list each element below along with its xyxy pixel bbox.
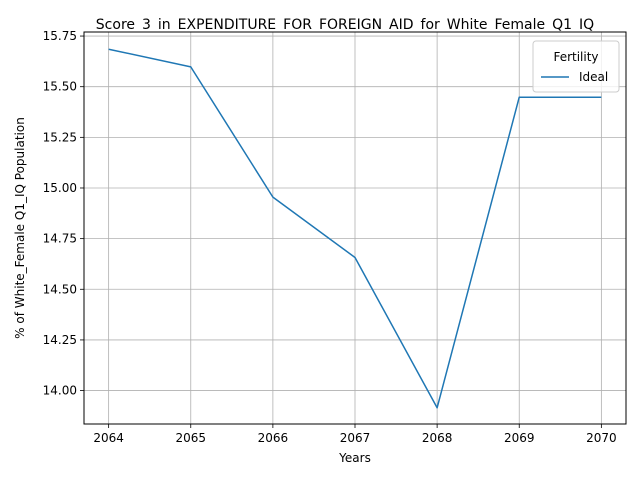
y-tick-label: 14.50 — [43, 282, 77, 296]
y-tick-label: 14.00 — [43, 384, 77, 398]
grid — [84, 32, 626, 424]
x-tick-label: 2070 — [586, 431, 617, 445]
y-tick-label: 14.75 — [43, 232, 77, 246]
x-tick-label: 2064 — [93, 431, 124, 445]
legend-box — [532, 40, 620, 93]
series-line-ideal — [108, 48, 602, 409]
legend-label-ideal: Ideal — [579, 70, 608, 84]
y-axis-label: % of White_Female Q1_IQ Population — [13, 117, 27, 339]
y-tick-label: 15.25 — [43, 130, 77, 144]
y-tick-label: 14.25 — [43, 333, 77, 347]
x-tick-label: 2069 — [504, 431, 535, 445]
legend: Fertility Ideal — [532, 40, 620, 93]
legend-title: Fertility — [553, 50, 598, 64]
series-layer — [108, 48, 602, 409]
y-tick-label: 15.50 — [43, 80, 77, 94]
x-tick-label: 2066 — [258, 431, 289, 445]
x-tick-label: 2068 — [422, 431, 453, 445]
y-tick-label: 15.75 — [43, 29, 77, 43]
x-tick-label: 2065 — [175, 431, 206, 445]
chart-title: Score_3_in_EXPENDITURE_FOR_FOREIGN_AID_f… — [96, 17, 594, 33]
x-axis-label: Years — [338, 451, 371, 465]
ticks: 2064 2065 2066 2067 2068 2069 2070 14.00 14.25 14… — [43, 29, 617, 445]
x-tick-label: 2067 — [340, 431, 371, 445]
y-tick-label: 15.00 — [43, 181, 77, 195]
